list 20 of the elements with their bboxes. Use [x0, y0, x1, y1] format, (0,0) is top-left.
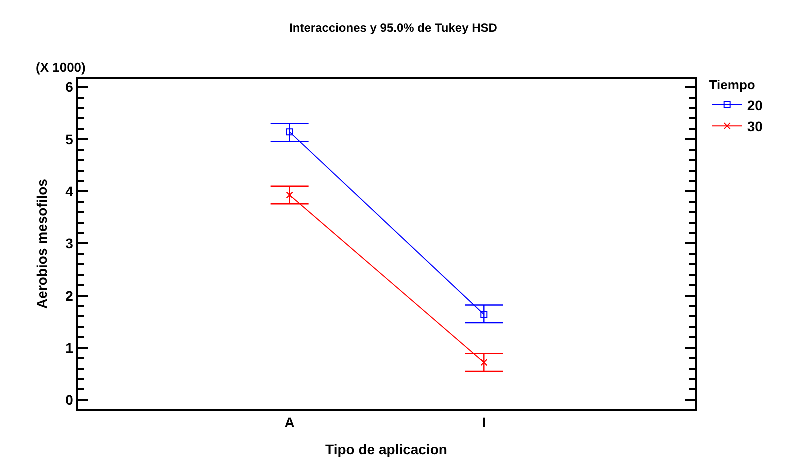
y-axis-title: Aerobios mesofilos [34, 178, 50, 309]
chart-title: Interacciones y 95.0% de Tukey HSD [290, 20, 498, 35]
legend-label: 20 [747, 97, 764, 114]
point [286, 192, 294, 199]
y-tick-label: 0 [66, 392, 74, 408]
legend-title: Tiempo [709, 77, 756, 92]
y-tick-label: 4 [66, 184, 74, 200]
point [480, 311, 488, 318]
y-tick-label: 3 [66, 236, 74, 252]
legend-label: 30 [747, 118, 764, 135]
x-axis-title: Tipo de aplicacion [326, 441, 448, 458]
y-tick-label: 5 [66, 131, 74, 148]
y-tick-label: 2 [66, 288, 74, 304]
y-tick-label: 1 [66, 340, 74, 356]
point [286, 128, 294, 136]
point [480, 359, 488, 366]
x-tick-label: A [284, 414, 295, 431]
x-tick-label: I [482, 414, 486, 431]
text: (X 1000) [36, 60, 86, 75]
y-tick-label: 6 [66, 79, 74, 96]
